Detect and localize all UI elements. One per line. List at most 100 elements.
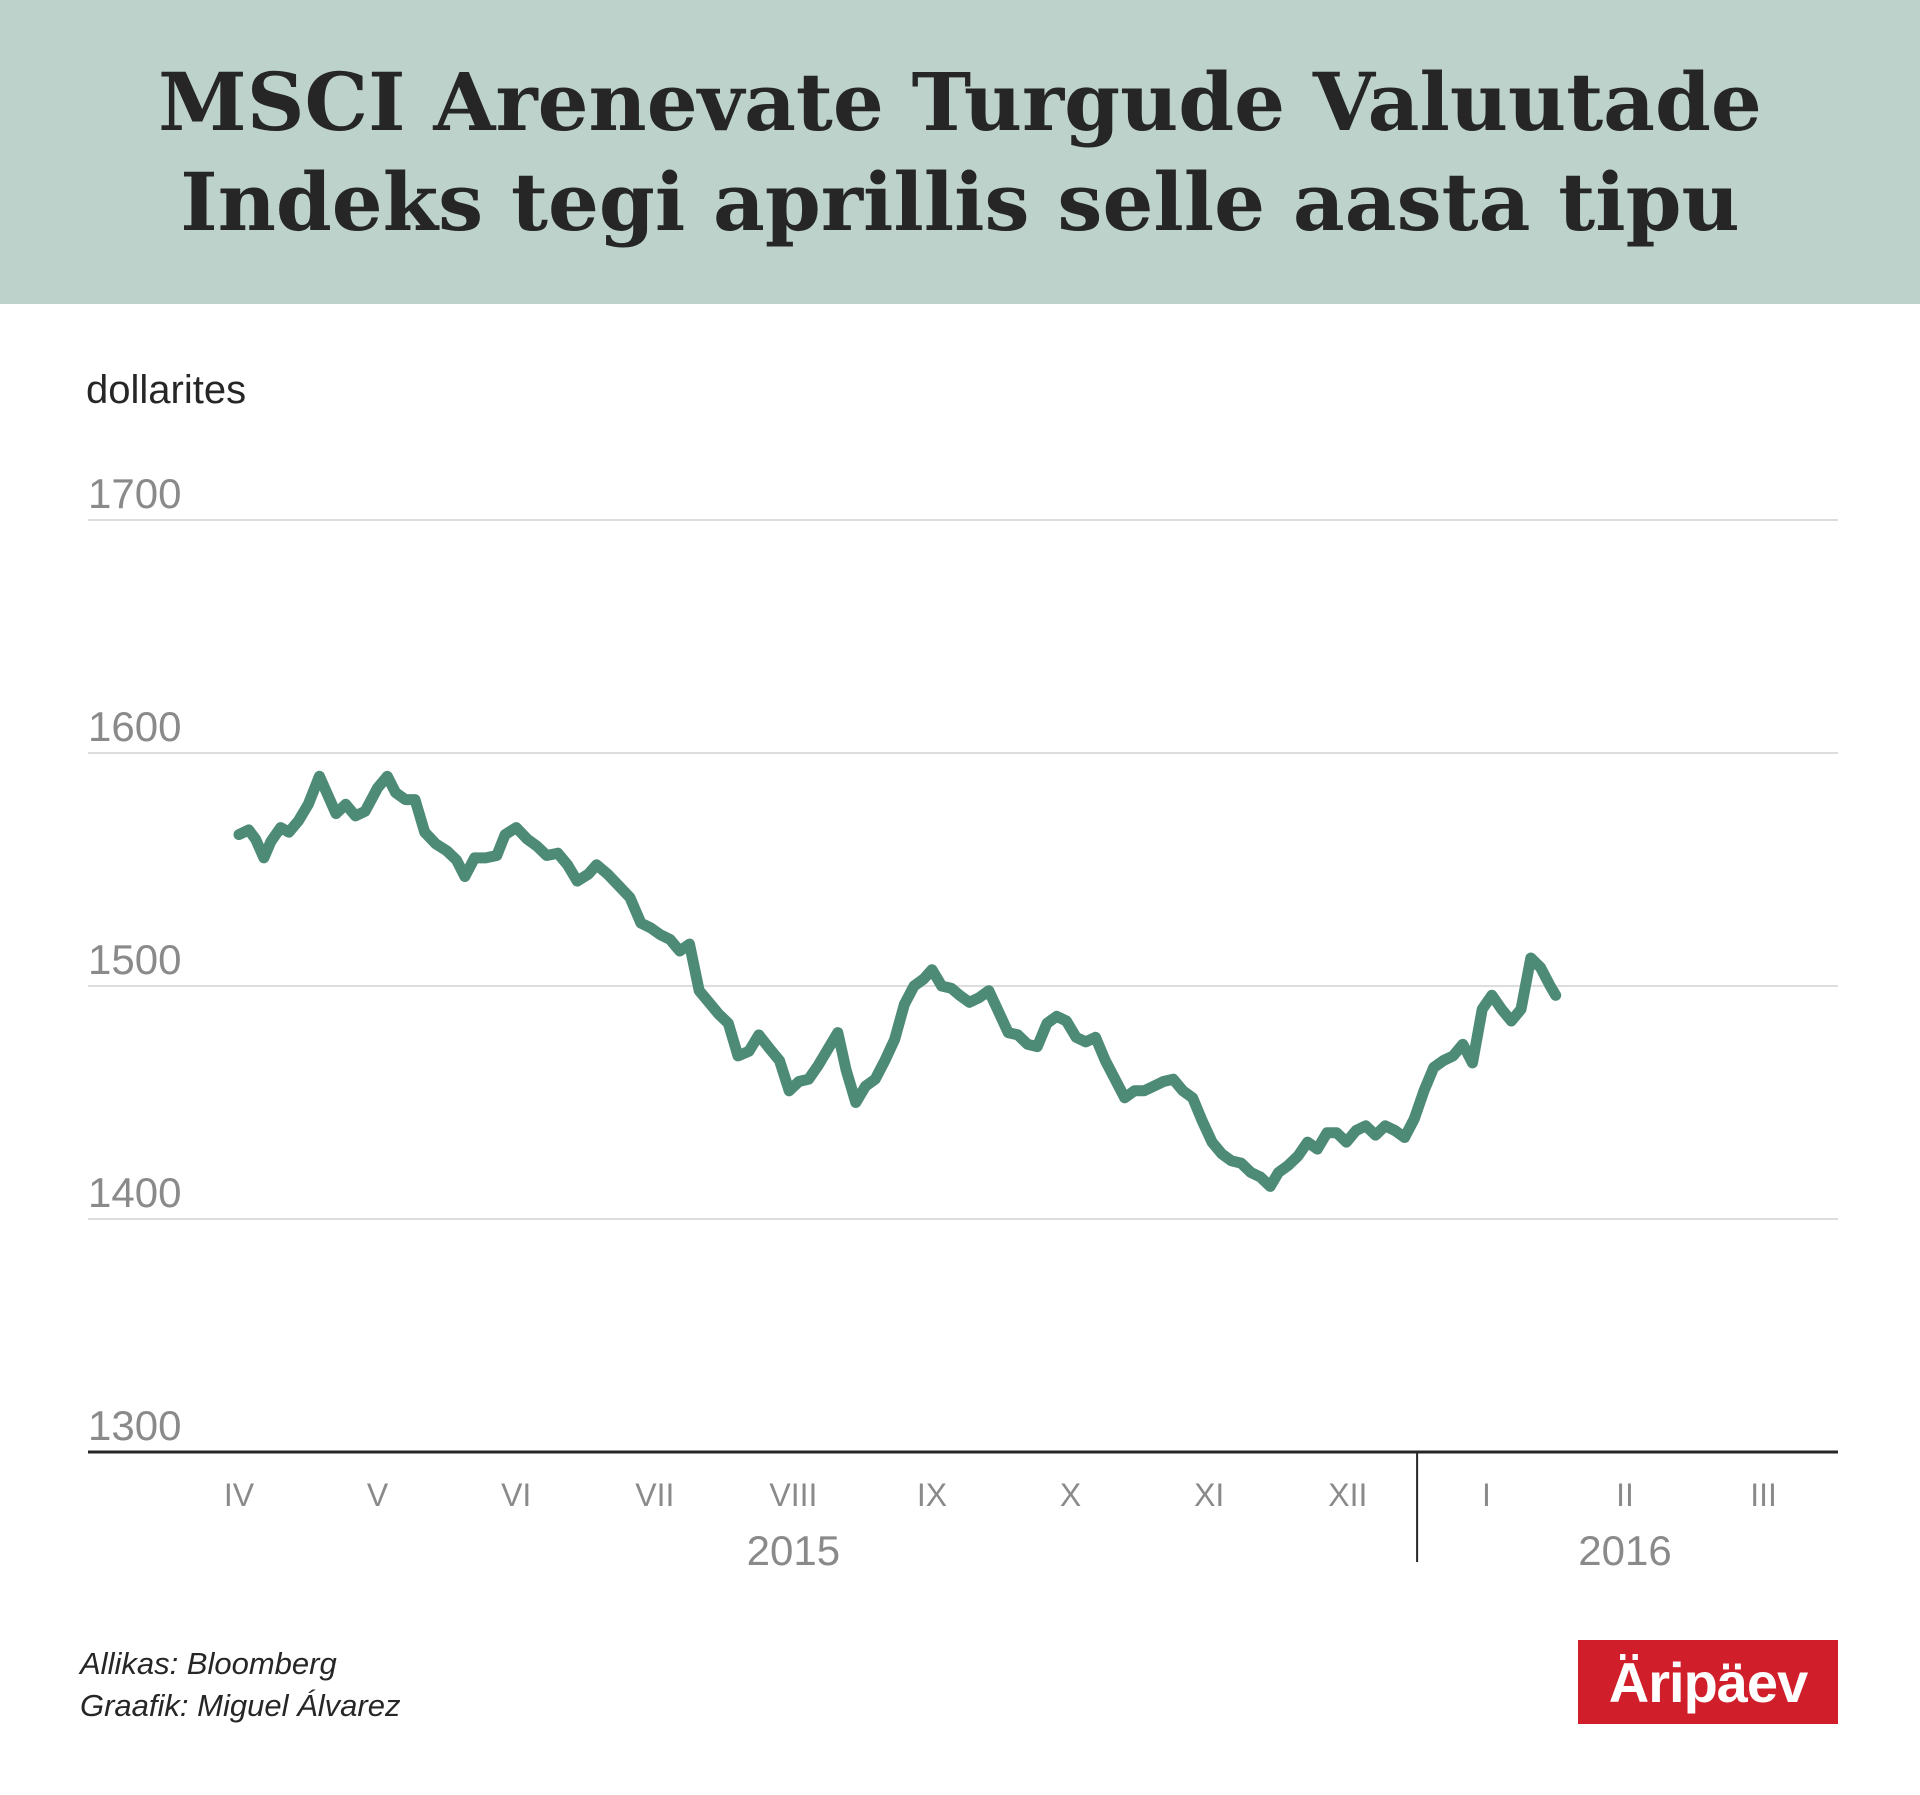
chart-title-line-2: Indeks tegi aprillis selle aasta tipu (180, 155, 1740, 249)
y-tick-label-1600: 1600 (88, 703, 181, 750)
data-point-44 (665, 934, 675, 945)
data-point-38 (602, 869, 613, 880)
series-layer (233, 770, 1562, 1192)
data-point-134 (1535, 962, 1546, 973)
year-label-2015: 2015 (747, 1527, 840, 1574)
data-point-89 (1100, 1055, 1111, 1066)
data-point-81 (1022, 1039, 1033, 1050)
data-point-130 (1496, 1004, 1507, 1015)
data-point-0 (234, 829, 244, 840)
data-point-132 (1516, 1004, 1526, 1015)
data-point-92 (1129, 1085, 1140, 1096)
data-point-74 (954, 990, 965, 1001)
data-point-13 (350, 810, 361, 821)
y-axis-unit-label: dollarites (86, 368, 247, 412)
data-point-119 (1389, 1125, 1400, 1136)
data-point-91 (1119, 1092, 1130, 1103)
data-point-69 (909, 981, 919, 991)
data-point-39 (613, 880, 624, 891)
data-point-40 (624, 892, 635, 903)
data-point-32 (541, 850, 552, 861)
data-point-105 (1255, 1172, 1266, 1183)
data-point-4 (265, 836, 276, 847)
data-point-87 (1080, 1036, 1091, 1047)
data-point-103 (1236, 1158, 1247, 1169)
data-point-33 (552, 848, 563, 859)
data-point-50 (723, 1018, 734, 1029)
data-point-100 (1207, 1137, 1217, 1148)
data-point-6 (283, 827, 294, 838)
data-point-2 (250, 834, 261, 845)
data-point-46 (684, 939, 695, 950)
data-point-124 (1438, 1055, 1449, 1066)
chart-header: MSCI Arenevate Turgude Valuutade Indeks … (0, 0, 1920, 304)
data-point-90 (1110, 1074, 1120, 1085)
x-tick-label-I: I (1482, 1477, 1491, 1513)
data-point-80 (1012, 1029, 1023, 1040)
data-point-51 (733, 1050, 743, 1061)
data-point-66 (879, 1055, 890, 1066)
data-point-93 (1139, 1085, 1150, 1096)
y-tick-labels: 1700 1600 1500 1400 1300 (88, 470, 181, 1449)
data-point-79 (1003, 1027, 1014, 1038)
data-point-55 (774, 1055, 785, 1066)
data-point-27 (491, 850, 502, 861)
data-point-102 (1226, 1155, 1237, 1166)
data-point-61 (832, 1027, 843, 1038)
data-point-85 (1061, 1016, 1072, 1026)
data-point-117 (1370, 1130, 1381, 1141)
data-point-76 (974, 992, 985, 1003)
data-point-65 (870, 1074, 881, 1085)
data-point-125 (1448, 1050, 1459, 1061)
data-point-118 (1380, 1120, 1391, 1131)
x-tick-label-VII: VII (635, 1477, 674, 1513)
data-point-97 (1177, 1085, 1188, 1096)
data-point-58 (803, 1074, 814, 1085)
data-point-10 (322, 789, 333, 800)
data-point-70 (918, 974, 929, 984)
x-tick-label-II: II (1616, 1477, 1634, 1513)
data-point-47 (694, 985, 705, 996)
data-point-37 (591, 859, 602, 870)
data-point-7 (293, 815, 304, 826)
data-point-106 (1265, 1181, 1276, 1192)
data-point-104 (1245, 1167, 1256, 1178)
data-point-29 (511, 822, 522, 833)
y-tick-label-1300: 1300 (88, 1402, 181, 1449)
x-tick-label-III: III (1750, 1477, 1777, 1513)
data-point-99 (1197, 1116, 1208, 1127)
data-point-116 (1360, 1120, 1371, 1131)
data-point-12 (340, 799, 351, 810)
data-point-54 (764, 1043, 775, 1054)
grid-lines (88, 519, 1838, 1220)
y-tick-label-1400: 1400 (88, 1169, 181, 1216)
data-point-94 (1148, 1081, 1159, 1092)
data-point-57 (793, 1076, 804, 1087)
data-point-128 (1477, 1004, 1488, 1015)
data-point-77 (983, 985, 994, 996)
data-point-62 (841, 1064, 852, 1075)
data-point-42 (645, 922, 656, 933)
data-point-49 (713, 1009, 724, 1019)
data-point-112 (1322, 1127, 1332, 1138)
data-point-60 (823, 1043, 833, 1054)
data-point-30 (522, 834, 533, 845)
x-tick-label-XII: XII (1328, 1477, 1367, 1513)
data-point-121 (1409, 1113, 1420, 1124)
data-point-8 (303, 799, 314, 810)
data-point-110 (1302, 1137, 1313, 1148)
data-point-109 (1292, 1151, 1303, 1162)
y-tick-label-1500: 1500 (88, 936, 181, 983)
data-point-95 (1158, 1076, 1169, 1087)
data-point-11 (331, 808, 341, 819)
data-point-24 (459, 871, 470, 882)
data-point-15 (372, 782, 383, 793)
data-point-82 (1032, 1041, 1043, 1052)
data-point-48 (703, 997, 714, 1008)
data-point-36 (583, 869, 594, 880)
data-point-43 (655, 929, 666, 940)
y-tick-label-1700: 1700 (88, 470, 181, 517)
data-point-63 (850, 1097, 861, 1108)
